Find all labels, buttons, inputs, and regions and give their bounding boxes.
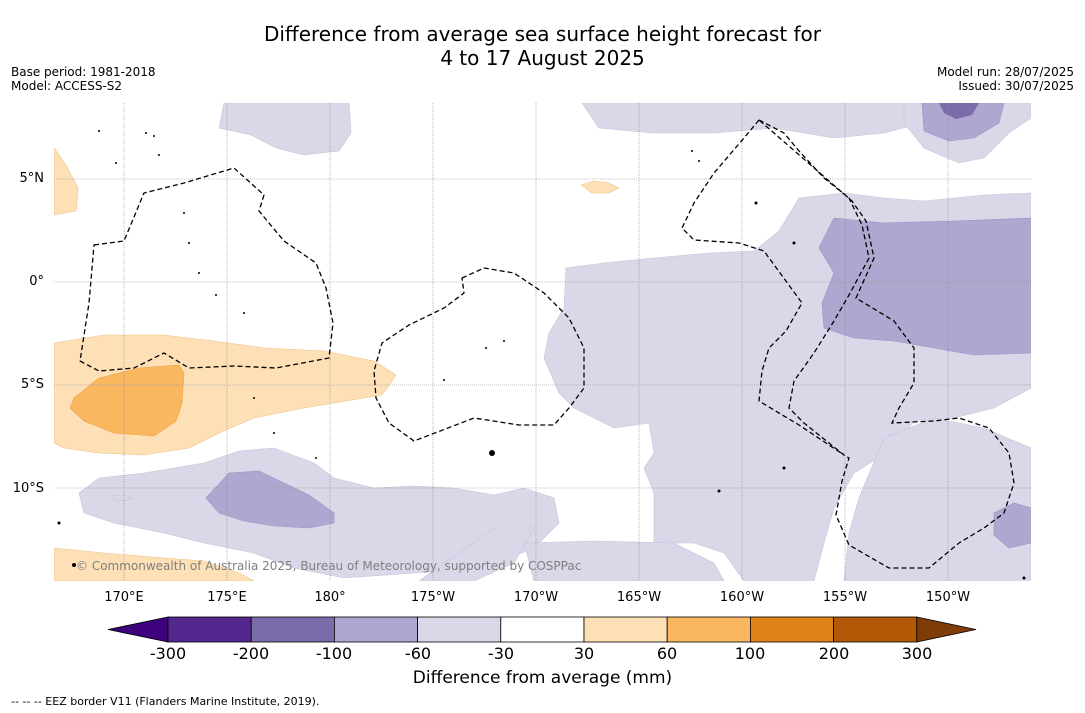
- colorbar-tick: -100: [315, 644, 353, 663]
- colorbar-tick: -300: [149, 644, 187, 663]
- colorbar-title: Difference from average (mm): [412, 668, 673, 688]
- model-name: Model: ACCESS-S2: [11, 79, 123, 93]
- lon-label-155w: 155°W: [822, 590, 868, 605]
- lat-label-0: 0°: [29, 274, 44, 289]
- model-run: Model run: 28/07/2025: [936, 65, 1074, 79]
- map-gridlines: [54, 103, 1031, 581]
- issued-date: Issued: 30/07/2025: [958, 79, 1074, 93]
- colorbar-swatch: [666, 616, 751, 643]
- colorbar-extend-low: [107, 616, 169, 643]
- colorbar-tick: 100: [734, 644, 766, 663]
- sea-height-map: © Commonwealth of Australia 2025, Bureau…: [54, 103, 1031, 581]
- colorbar-tick: -200: [232, 644, 270, 663]
- meta-left: Base period: 1981-2018 Model: ACCESS-S2: [11, 65, 156, 93]
- colorbar-swatch: [750, 616, 835, 643]
- map-canvas: [54, 103, 1031, 581]
- colorbar: [107, 616, 978, 647]
- meta-right: Model run: 28/07/2025 Issued: 30/07/2025: [937, 65, 1074, 93]
- colorbar-swatch: [333, 616, 418, 643]
- copyright-notice: © Commonwealth of Australia 2025, Bureau…: [76, 559, 582, 573]
- lon-label-180: 180°: [314, 590, 346, 605]
- eez-footnote: -- -- -- EEZ border V11 (Flanders Marine…: [11, 695, 320, 708]
- island-markers: [57, 130, 1026, 580]
- lon-label-170w: 170°W: [513, 590, 559, 605]
- base-period: Base period: 1981-2018: [11, 65, 156, 79]
- colorbar-tick: 200: [818, 644, 850, 663]
- lon-label-165w: 165°W: [616, 590, 662, 605]
- colorbar-tick: -30: [487, 644, 515, 663]
- lon-label-170e: 170°E: [104, 590, 144, 605]
- eez-borders: [79, 119, 1015, 569]
- colorbar-swatch: [583, 616, 668, 643]
- negative-anomaly-dark: [939, 103, 979, 119]
- colorbar-tick: 300: [901, 644, 933, 663]
- lat-label-5n: 5°N: [19, 171, 45, 186]
- negative-anomaly-medium: [205, 103, 1031, 549]
- lon-label-150w: 150°W: [925, 590, 971, 605]
- colorbar-swatch: [417, 616, 502, 643]
- colorbar-swatch: [833, 616, 918, 643]
- colorbar-swatch: [500, 616, 585, 643]
- lon-label-175e: 175°E: [207, 590, 247, 605]
- lon-label-160w: 160°W: [719, 590, 765, 605]
- title-line-1: Difference from average sea surface heig…: [263, 22, 822, 46]
- colorbar-graphic: [107, 616, 977, 643]
- title-line-2: 4 to 17 August 2025: [440, 46, 645, 70]
- positive-anomaly-medium: [69, 364, 185, 437]
- colorbar-extend-high: [916, 616, 977, 643]
- colorbar-tick: 30: [573, 644, 595, 663]
- colorbar-swatch: [250, 616, 335, 643]
- lat-label-5s: 5°S: [20, 377, 44, 392]
- lon-label-175w: 175°W: [410, 590, 456, 605]
- lat-label-10s: 10°S: [12, 481, 44, 496]
- colorbar-tick: -60: [404, 644, 432, 663]
- colorbar-tick: 60: [656, 644, 678, 663]
- colorbar-swatch: [167, 616, 252, 643]
